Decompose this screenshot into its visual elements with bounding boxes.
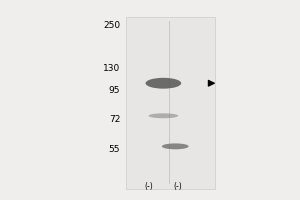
Ellipse shape	[146, 78, 181, 89]
Text: 72: 72	[109, 115, 120, 124]
Ellipse shape	[148, 113, 178, 118]
Text: 250: 250	[103, 21, 120, 30]
Text: (-): (-)	[144, 182, 153, 191]
Bar	[126, 17, 215, 189]
Ellipse shape	[162, 143, 189, 149]
Text: 55: 55	[109, 145, 120, 154]
Text: 95: 95	[109, 86, 120, 95]
Text: 130: 130	[103, 64, 120, 73]
Text: (-): (-)	[174, 182, 183, 191]
